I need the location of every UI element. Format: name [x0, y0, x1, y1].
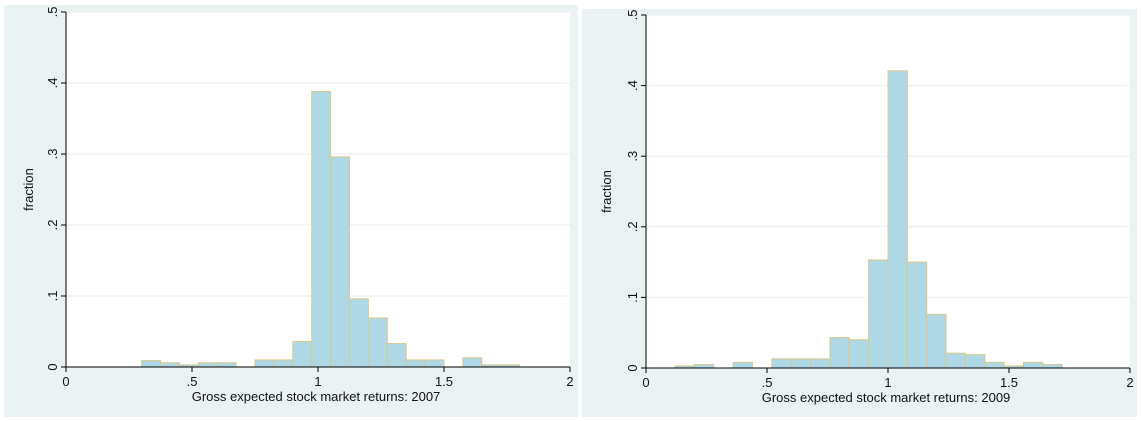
histogram-bar: [848, 339, 870, 369]
histogram-panel-2009: 0 .1 .2 .3 .4 .5 0 .5 1 1.5 2 Gross expected stock …: [582, 9, 1137, 417]
histogram-bar: [330, 156, 351, 368]
x-tick-label: 0: [642, 375, 649, 390]
histogram-bar: [693, 363, 715, 369]
histogram-bar: [926, 313, 947, 369]
histogram-bar: [349, 298, 369, 368]
x-tick-label: 1.5: [1000, 375, 1018, 390]
y-tick-label: .1: [45, 291, 60, 302]
x-tick-label: 1: [884, 375, 891, 390]
histogram-bar: [790, 358, 812, 369]
y-tick-label: .3: [625, 151, 640, 162]
y-axis-title: fraction: [599, 170, 614, 213]
y-tick-label: 0: [45, 363, 60, 370]
histogram-bar: [216, 362, 237, 368]
histogram-bar: [160, 362, 180, 368]
histogram-bar: [386, 343, 407, 368]
y-tick-label: .3: [45, 149, 60, 160]
histogram-bar: [1042, 363, 1063, 369]
y-tick-label: .4: [625, 80, 640, 91]
histogram-bar: [984, 361, 1005, 369]
histogram-bar: [810, 358, 831, 369]
x-tick-label: 0: [62, 374, 69, 389]
histogram-bar: [311, 91, 332, 368]
y-tick-label: .4: [45, 78, 60, 89]
y-tick-label: .1: [625, 292, 640, 303]
histogram-bar: [945, 352, 966, 369]
histogram-bar: [292, 340, 313, 368]
histogram-bar: [771, 358, 792, 369]
histogram-bar: [462, 357, 483, 368]
y-axis-title: fraction: [21, 168, 36, 211]
x-tick-label: 1: [314, 374, 321, 389]
histogram-bar: [732, 361, 753, 369]
y-tick-label: .2: [625, 221, 640, 232]
histogram-bar: [868, 259, 889, 369]
histogram-bar: [273, 359, 294, 368]
x-axis-title: Gross expected stock market returns: 200…: [762, 390, 1011, 405]
histogram-panel-2007: 0 .1 .2 .3 .4 .5 0 .5 1 1.5 2 Gross expected stock …: [4, 5, 578, 417]
histogram-bar: [254, 359, 275, 368]
histogram-bar: [964, 354, 986, 369]
histogram-bar: [405, 359, 426, 368]
x-tick-label: .5: [762, 375, 773, 390]
histogram-bar: [197, 362, 218, 368]
histogram-bar: [141, 360, 162, 368]
x-tick-label: 1.5: [435, 374, 453, 389]
histogram-2009: 0 .1 .2 .3 .4 .5 0 .5 1 1.5 2 Gross expected stock …: [599, 10, 1134, 405]
y-tick-label: 0: [625, 364, 640, 371]
x-tick-label: .5: [187, 374, 198, 389]
y-tick-label: .5: [45, 7, 60, 18]
x-axis-title: Gross expected stock market returns: 200…: [192, 389, 441, 404]
histogram-bar: [424, 359, 445, 368]
histogram-bar: [906, 261, 928, 369]
histogram-bar: [367, 317, 388, 368]
x-tick-label: 2: [566, 374, 573, 389]
histogram-2007: 0 .1 .2 .3 .4 .5 0 .5 1 1.5 2 Gross expected stock …: [21, 7, 574, 404]
y-tick-label: .2: [45, 220, 60, 231]
histogram-bar: [1023, 361, 1044, 369]
histogram-bar: [829, 337, 850, 369]
histogram-bar: [887, 70, 908, 369]
x-tick-label: 2: [1126, 375, 1133, 390]
y-tick-label: .5: [625, 10, 640, 21]
